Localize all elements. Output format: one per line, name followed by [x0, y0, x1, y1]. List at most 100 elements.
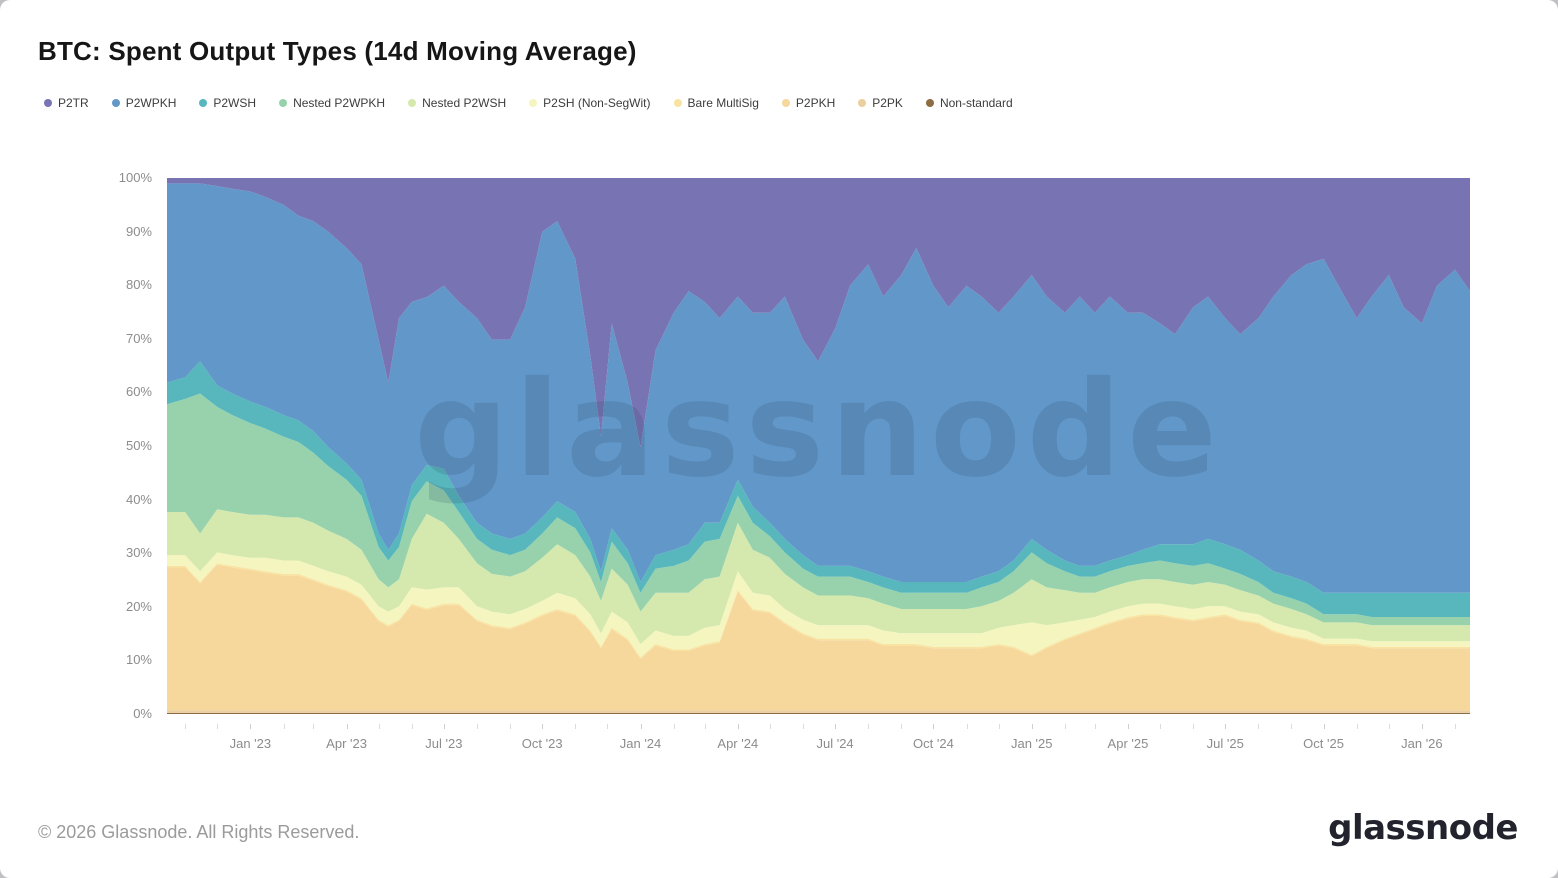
- x-tick-label: Jan '24: [619, 736, 662, 751]
- x-tick-mark: [346, 724, 348, 729]
- y-tick-label: 40%: [125, 491, 152, 507]
- legend-item-bare-multisig[interactable]: Bare MultiSig: [673, 96, 759, 110]
- legend-dot-p2tr: [44, 99, 52, 107]
- x-tick-mark: [704, 724, 706, 729]
- y-tick-label: 90%: [125, 223, 152, 239]
- legend-label: P2TR: [58, 96, 89, 110]
- y-tick-label: 30%: [125, 545, 152, 561]
- x-tick-mark: [998, 724, 1000, 729]
- x-tick-mark: [217, 724, 219, 729]
- legend-label: Bare MultiSig: [687, 96, 759, 110]
- area-bare-multisig[interactable]: [167, 563, 1470, 660]
- legend-label: P2SH (Non-SegWit): [543, 96, 651, 110]
- x-tick-mark: [1031, 724, 1033, 729]
- x-tick-mark: [411, 724, 413, 729]
- x-tick-mark: [378, 724, 380, 729]
- area-p2pk[interactable]: [167, 710, 1470, 713]
- x-tick-mark: [901, 724, 903, 729]
- legend-dot-p2pkh: [781, 99, 790, 107]
- legend-item-non-standard[interactable]: Non-standard: [925, 96, 1013, 110]
- x-tick-mark: [769, 724, 771, 729]
- x-tick-mark: [443, 724, 445, 729]
- x-tick-mark: [868, 724, 870, 729]
- area-nested-p2wpkh[interactable]: [167, 393, 1470, 626]
- legend-label: Nested P2WSH: [422, 96, 507, 110]
- area-p2pkh[interactable]: [167, 564, 1470, 711]
- legend-dot-p2pk: [858, 99, 867, 107]
- legend-label: Non-standard: [939, 96, 1013, 110]
- x-tick-label: Jul '25: [1206, 736, 1244, 751]
- x-tick-label: Jan '23: [229, 736, 272, 751]
- legend-item-nested-p2wpkh[interactable]: Nested P2WPKH: [279, 96, 385, 110]
- legend-dot-non-standard: [925, 99, 934, 107]
- area-p2wsh[interactable]: [167, 361, 1470, 617]
- x-tick-mark: [476, 724, 478, 729]
- x-tick-mark: [1258, 724, 1260, 729]
- x-axis: Jan '23 Apr '23 Jul '23 Oct '23 Jan '24 Apr '…: [167, 714, 1470, 774]
- x-tick-mark: [1094, 724, 1096, 729]
- x-tick-mark: [1291, 724, 1293, 729]
- legend-label: Nested P2WPKH: [293, 96, 386, 110]
- x-tick-label: Oct '25: [1303, 736, 1344, 751]
- y-tick-label: 100%: [118, 170, 152, 185]
- x-tick-mark: [640, 724, 642, 729]
- page-title: BTC: Spent Output Types (14d Moving Aver…: [38, 36, 637, 66]
- x-tick-mark: [1323, 724, 1325, 729]
- area-non-standard[interactable]: [167, 712, 1470, 714]
- y-tick-label: 20%: [125, 598, 152, 614]
- area-p2wpkh[interactable]: [167, 183, 1470, 593]
- x-tick-mark: [1388, 724, 1390, 729]
- y-tick-label: 0%: [133, 706, 152, 721]
- legend-item-p2wsh[interactable]: P2WSH: [199, 96, 256, 110]
- stacked-area-chart[interactable]: [167, 178, 1470, 714]
- x-tick-mark: [673, 724, 675, 729]
- legend-dot-nested-p2wpkh: [279, 99, 288, 107]
- y-tick-label: 80%: [125, 277, 152, 293]
- legend-item-nested-p2wsh[interactable]: Nested P2WSH: [408, 96, 506, 110]
- x-tick-mark: [1356, 724, 1358, 729]
- x-tick-mark: [283, 724, 285, 729]
- legend-item-p2tr[interactable]: P2TR: [44, 96, 89, 110]
- x-tick-label: Jul '23: [425, 736, 463, 751]
- area-p2tr[interactable]: [167, 178, 1470, 448]
- x-tick-label: Oct '24: [913, 736, 954, 751]
- x-tick-mark: [313, 724, 315, 729]
- x-tick-mark: [607, 724, 609, 729]
- x-tick-mark: [575, 724, 577, 729]
- legend-dot-nested-p2wsh: [408, 99, 417, 107]
- legend-item-p2wpkh[interactable]: P2WPKH: [111, 96, 176, 110]
- area-nested-p2wsh[interactable]: [167, 509, 1470, 644]
- chart-legend: P2TR P2WPKH P2WSH Nested P2WPKH Nested P2WSH…: [44, 96, 1013, 110]
- x-tick-label: Apr '23: [326, 736, 367, 751]
- x-tick-mark: [510, 724, 512, 729]
- legend-dot-p2sh-non-segwit: [529, 99, 538, 107]
- x-tick-mark: [737, 724, 739, 729]
- x-tick-mark: [1064, 724, 1066, 729]
- x-tick-mark: [803, 724, 804, 729]
- y-tick-label: 70%: [125, 330, 152, 346]
- x-tick-mark: [250, 724, 252, 729]
- x-tick-label: Oct '23: [521, 736, 563, 751]
- x-tick-mark: [1193, 724, 1195, 729]
- legend-label: P2PK: [872, 96, 903, 110]
- legend-dot-bare-multisig: [673, 99, 682, 107]
- legend-label: P2PKH: [795, 96, 836, 110]
- x-tick-mark: [1455, 724, 1457, 729]
- y-tick-label: 10%: [125, 652, 152, 668]
- legend-item-p2sh-non-segwit[interactable]: P2SH (Non-SegWit): [529, 96, 651, 110]
- x-tick-mark: [1421, 724, 1423, 729]
- x-tick-mark: [966, 724, 968, 729]
- x-tick-label: Apr '25: [1107, 736, 1149, 751]
- x-tick-label: Jul '24: [816, 736, 854, 751]
- legend-item-p2pk[interactable]: P2PK: [858, 96, 903, 110]
- area-p2sh-non-segwit[interactable]: [167, 552, 1470, 658]
- legend-item-p2pkh[interactable]: P2PKH: [781, 96, 836, 110]
- x-tick-mark: [835, 724, 837, 729]
- copyright-text: © 2026 Glassnode. All Rights Reserved.: [38, 822, 360, 842]
- x-tick-label: Jan '26: [1401, 736, 1443, 751]
- x-tick-mark: [1127, 724, 1129, 729]
- x-tick-mark: [185, 724, 187, 729]
- x-tick-mark: [1160, 724, 1162, 729]
- glassnode-logo: glassnode: [1328, 808, 1518, 848]
